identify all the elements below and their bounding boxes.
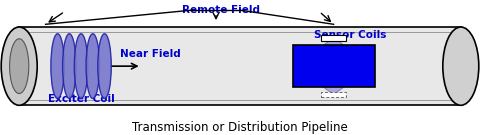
Ellipse shape <box>51 34 64 99</box>
Bar <box>19 27 461 105</box>
Ellipse shape <box>62 34 76 99</box>
Ellipse shape <box>10 39 29 94</box>
Text: Near Field: Near Field <box>120 49 181 59</box>
Bar <box>321 92 346 97</box>
Bar <box>321 35 346 41</box>
Text: Remote Field: Remote Field <box>182 5 260 15</box>
Text: Exciter Coil: Exciter Coil <box>48 94 115 104</box>
Polygon shape <box>295 38 372 94</box>
Ellipse shape <box>74 34 88 99</box>
Ellipse shape <box>443 27 479 105</box>
Text: Transmission or Distribution Pipeline: Transmission or Distribution Pipeline <box>132 121 348 134</box>
Ellipse shape <box>86 34 99 99</box>
Text: Sensor Coils: Sensor Coils <box>314 30 387 40</box>
Ellipse shape <box>98 34 111 99</box>
Ellipse shape <box>1 27 37 105</box>
Bar <box>292 45 374 87</box>
